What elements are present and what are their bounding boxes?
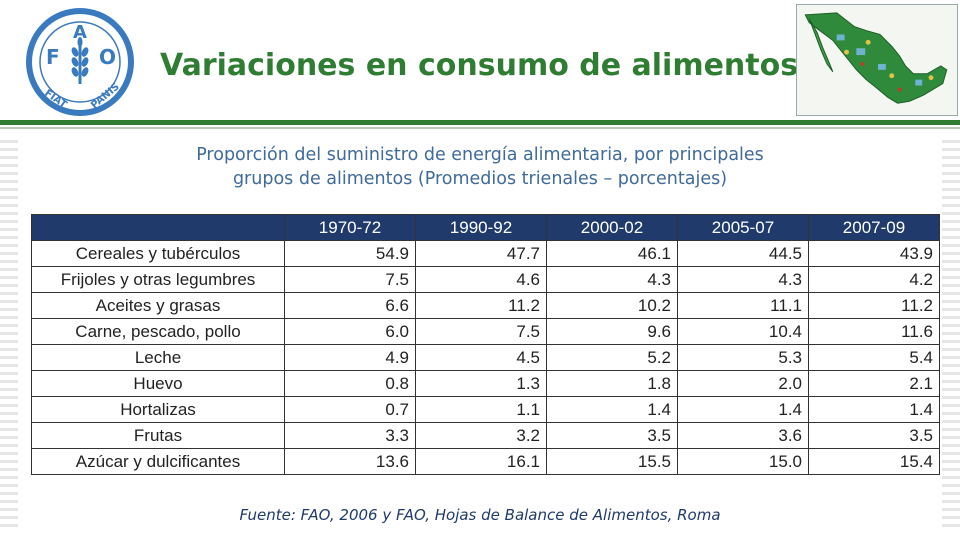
table-cell: 4.3 (546, 266, 678, 293)
table-cell: 11.1 (677, 292, 809, 319)
table-row: Aceites y grasas 6.6 11.2 10.2 11.1 11.2 (31, 292, 940, 319)
slide-header: F A O FIAT PANIS Variaciones en consumo … (0, 0, 960, 122)
table-cell: 0.7 (284, 396, 416, 423)
row-label: Hortalizas (31, 396, 285, 423)
table-cell: 6.0 (284, 318, 416, 345)
logo-letter-a: A (73, 22, 87, 43)
column-header: 2000-02 (546, 214, 678, 241)
column-header: 2005-07 (677, 214, 809, 241)
table-cell: 15.0 (677, 448, 809, 475)
row-label: Carne, pescado, pollo (31, 318, 285, 345)
table-cell: 11.2 (415, 292, 547, 319)
fao-logo: F A O FIAT PANIS (26, 8, 134, 116)
row-label: Azúcar y dulcificantes (31, 448, 285, 475)
row-label: Leche (31, 344, 285, 371)
table-body: Cereales y tubérculos 54.9 47.7 46.1 44.5 43.… (31, 240, 940, 475)
slide-title: Variaciones en consumo de alimentos (160, 48, 799, 83)
table-row: Frutas 3.3 3.2 3.5 3.6 3.5 (31, 422, 940, 449)
table-cell: 7.5 (415, 318, 547, 345)
table-row: Carne, pescado, pollo 6.0 7.5 9.6 10.4 11.6 (31, 318, 940, 345)
header-divider (0, 120, 960, 125)
table-cell: 1.4 (808, 396, 940, 423)
table-row: Azúcar y dulcificantes 13.6 16.1 15.5 15.0 15… (31, 448, 940, 475)
table-row: Frijoles y otras legumbres 7.5 4.6 4.3 4.3 4.… (31, 266, 940, 293)
table-cell: 4.9 (284, 344, 416, 371)
table-cell: 1.4 (546, 396, 678, 423)
table-cell: 0.8 (284, 370, 416, 397)
table-cell: 11.6 (808, 318, 940, 345)
row-label: Frijoles y otras legumbres (31, 266, 285, 293)
mexico-map-image (796, 4, 958, 116)
table-cell: 16.1 (415, 448, 547, 475)
source-citation: Fuente: FAO, 2006 y FAO, Hojas de Balanc… (239, 506, 721, 524)
table-cell: 3.5 (546, 422, 678, 449)
table-cell: 5.3 (677, 344, 809, 371)
food-energy-table: 1970-72 1990-92 2000-02 2005-07 2007-09 … (31, 214, 940, 475)
table-cell: 47.7 (415, 240, 547, 267)
table-row: Leche 4.9 4.5 5.2 5.3 5.4 (31, 344, 940, 371)
decorative-stripes-left (0, 140, 18, 532)
table-cell: 4.2 (808, 266, 940, 293)
column-header: 1990-92 (415, 214, 547, 241)
table-cell: 7.5 (284, 266, 416, 293)
table-title-line-1: Proporción del suministro de energía ali… (196, 145, 764, 165)
logo-letter-o: O (99, 45, 116, 69)
column-header: 2007-09 (808, 214, 940, 241)
row-label: Aceites y grasas (31, 292, 285, 319)
column-header: 1970-72 (284, 214, 416, 241)
table-cell: 5.2 (546, 344, 678, 371)
table-cell: 4.5 (415, 344, 547, 371)
table-cell: 3.2 (415, 422, 547, 449)
table-title-line-2: grupos de alimentos (Promedios trienales… (232, 169, 728, 189)
logo-letter-f: F (46, 45, 60, 69)
row-label: Cereales y tubérculos (31, 240, 285, 267)
table-cell: 1.8 (546, 370, 678, 397)
table-cell: 4.6 (415, 266, 547, 293)
table-cell: 5.4 (808, 344, 940, 371)
row-label: Huevo (31, 370, 285, 397)
table-cell: 6.6 (284, 292, 416, 319)
table-header-corner (31, 214, 285, 241)
table-cell: 3.3 (284, 422, 416, 449)
table-cell: 15.5 (546, 448, 678, 475)
table-cell: 11.2 (808, 292, 940, 319)
table-cell: 9.6 (546, 318, 678, 345)
table-cell: 15.4 (808, 448, 940, 475)
table-title: Proporción del suministro de energía ali… (60, 143, 900, 191)
table-cell: 46.1 (546, 240, 678, 267)
table-cell: 3.5 (808, 422, 940, 449)
table-row: Cereales y tubérculos 54.9 47.7 46.1 44.5 43.… (31, 240, 940, 267)
table-cell: 4.3 (677, 266, 809, 293)
table-cell: 2.0 (677, 370, 809, 397)
table-cell: 44.5 (677, 240, 809, 267)
table-cell: 2.1 (808, 370, 940, 397)
table-cell: 1.3 (415, 370, 547, 397)
table-row: Huevo 0.8 1.3 1.8 2.0 2.1 (31, 370, 940, 397)
table-cell: 54.9 (284, 240, 416, 267)
table-header-row: 1970-72 1990-92 2000-02 2005-07 2007-09 (31, 214, 940, 241)
table-cell: 13.6 (284, 448, 416, 475)
row-label: Frutas (31, 422, 285, 449)
table-cell: 1.1 (415, 396, 547, 423)
table-cell: 3.6 (677, 422, 809, 449)
table-cell: 10.4 (677, 318, 809, 345)
table-cell: 1.4 (677, 396, 809, 423)
table-row: Hortalizas 0.7 1.1 1.4 1.4 1.4 (31, 396, 940, 423)
header-divider-thin (0, 127, 960, 129)
decorative-stripes-right (942, 140, 960, 532)
table-cell: 10.2 (546, 292, 678, 319)
table-cell: 43.9 (808, 240, 940, 267)
